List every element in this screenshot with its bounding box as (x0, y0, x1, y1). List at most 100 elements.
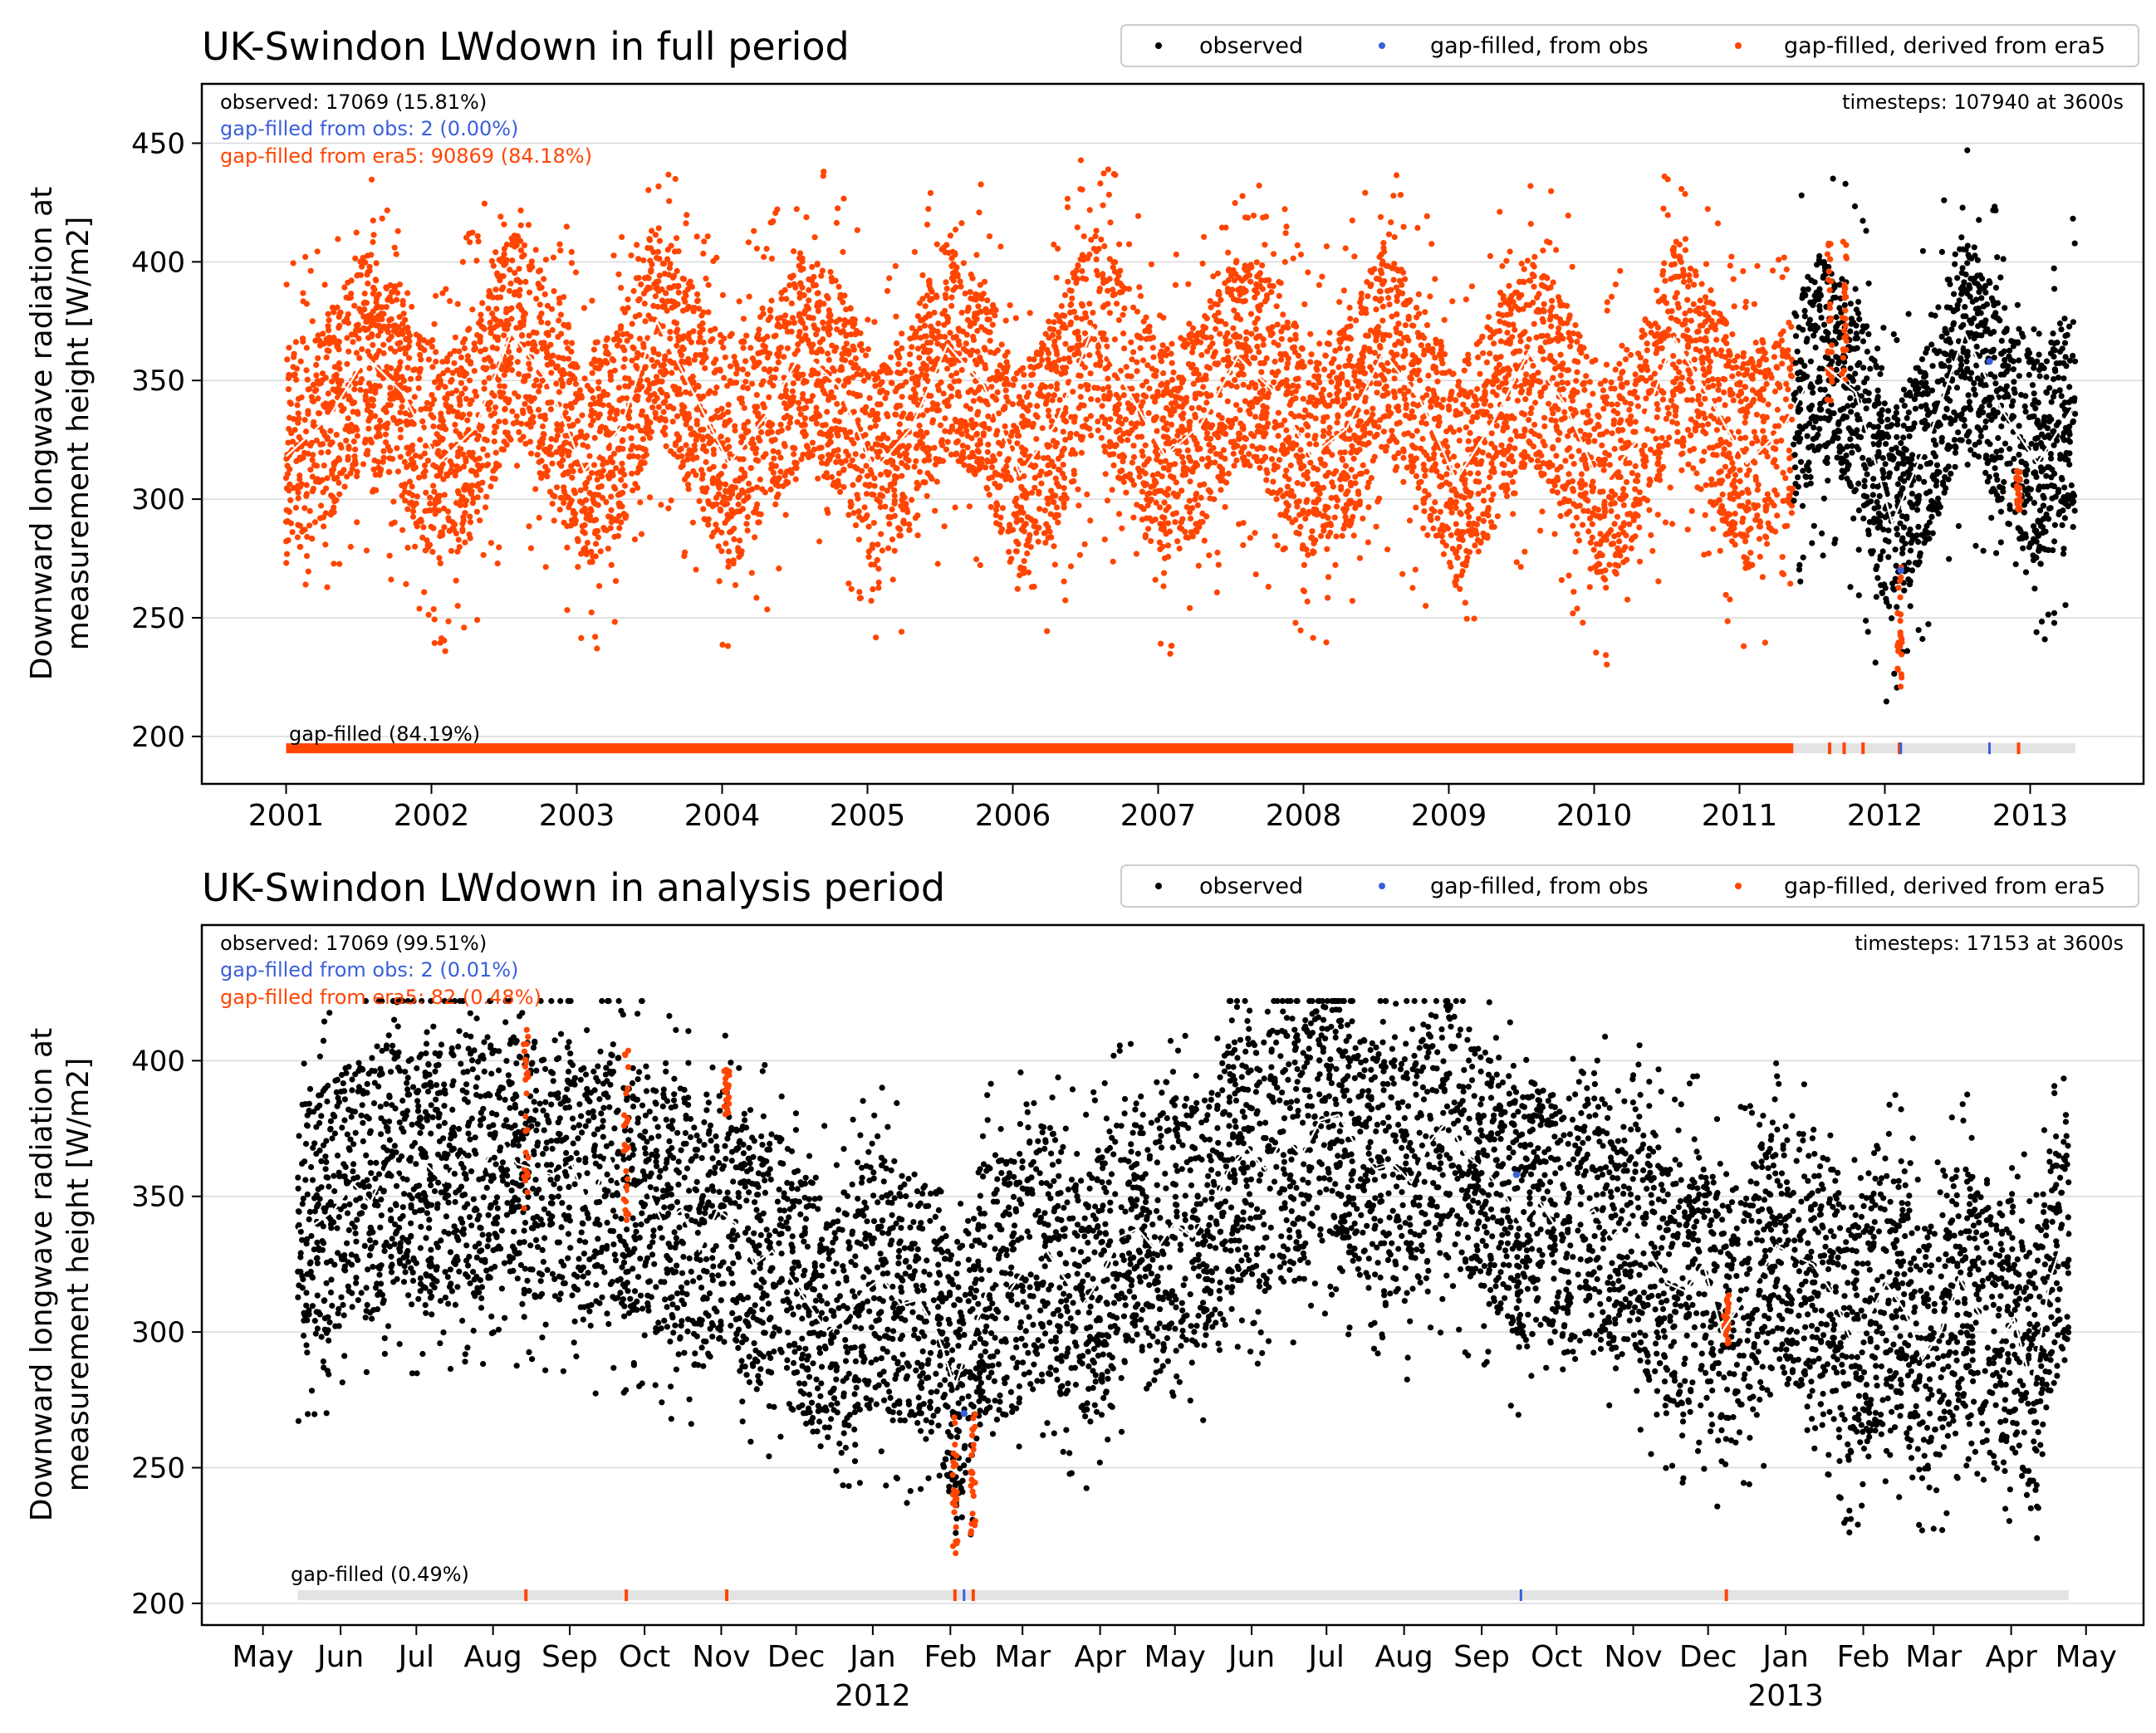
point-gapfilled-era5 (1088, 237, 1095, 243)
point-gapfilled-era5 (1373, 523, 1379, 530)
point-gapfilled-era5 (1488, 497, 1495, 503)
point-gapfilled-era5 (664, 247, 671, 253)
point-gapfilled-era5 (1257, 389, 1263, 396)
point-gapfilled-era5 (1257, 270, 1263, 277)
point-gapfilled-era5 (1717, 504, 1725, 512)
point-gapfilled-era5 (693, 432, 699, 438)
point-gapfilled-era5 (379, 215, 385, 222)
point-gapfilled-era5 (1373, 306, 1379, 313)
point-gapfilled-era5 (1283, 223, 1290, 230)
point-gapfilled-era5 (598, 483, 605, 490)
point-gapfilled-era5 (1611, 446, 1618, 453)
point-gapfilled-era5 (1591, 438, 1598, 444)
point-gapfilled-era5 (1298, 427, 1305, 433)
point-gapfilled-era5 (1007, 433, 1015, 439)
point-gapfilled-era5 (685, 280, 693, 287)
point-gapfilled-era5 (1212, 360, 1218, 367)
point-gapfilled-era5 (1592, 357, 1599, 364)
point-gapfilled-era5 (973, 431, 980, 438)
point-gapfilled-era5 (569, 340, 576, 346)
point-gapfilled-era5 (515, 303, 522, 310)
point-gapfilled-era5 (1077, 383, 1084, 390)
point-gapfilled-era5 (363, 451, 370, 458)
point-gapfilled-era5 (1307, 359, 1314, 365)
point-gapfilled-era5 (1461, 367, 1468, 374)
point-gapfilled-era5 (1051, 319, 1057, 326)
point-gapfilled-era5 (745, 239, 752, 246)
point-gapfilled-era5 (1283, 468, 1290, 474)
point-gapfilled-era5 (1401, 391, 1408, 398)
point-gapfilled-era5 (869, 541, 875, 548)
point-gapfilled-era5 (1196, 404, 1203, 411)
point-gapfilled-era5 (785, 479, 791, 486)
point-gapfilled-era5 (640, 257, 647, 264)
point-gapfilled-era5 (1683, 397, 1691, 404)
point-gapfilled-era5 (1121, 305, 1128, 311)
point-gapfilled-era5 (323, 485, 330, 492)
point-gapfilled-era5 (1367, 430, 1374, 437)
point-gapfilled-era5 (1776, 384, 1783, 391)
point-gapfilled-era5 (565, 452, 571, 459)
point-gapfilled-era5 (1159, 514, 1166, 521)
point-gapfilled-era5 (1002, 387, 1009, 394)
point-gapfilled-era5 (620, 364, 627, 370)
point-gapfilled-era5 (1418, 445, 1424, 452)
point-gapfilled-era5 (928, 340, 934, 346)
point-gapfilled-era5 (1312, 415, 1319, 422)
point-gapfilled-era5 (1074, 342, 1080, 349)
point-gapfilled-era5 (1713, 350, 1720, 357)
point-gapfilled-era5 (461, 624, 468, 631)
point-gapfilled-era5 (942, 415, 948, 422)
point-gapfilled-era5 (1510, 511, 1517, 517)
point-gapfilled-era5 (1670, 392, 1677, 399)
point-gapfilled-era5 (646, 236, 653, 242)
point-gapfilled-era5 (1457, 509, 1463, 516)
point-gapfilled-era5 (615, 271, 622, 277)
point-gapfilled-era5 (282, 518, 290, 526)
point-gapfilled-era5 (1474, 385, 1481, 393)
point-gapfilled-era5 (977, 281, 983, 288)
point-gapfilled-era5 (575, 418, 581, 424)
point-gapfilled-era5 (1233, 457, 1240, 464)
point-gapfilled-era5 (1258, 369, 1265, 375)
point-gapfilled-era5 (663, 290, 669, 296)
point-gapfilled-era5 (711, 529, 718, 536)
point-gapfilled-era5 (303, 482, 310, 488)
point-gapfilled-era5 (1672, 294, 1678, 301)
point-gapfilled-era5 (1688, 379, 1694, 385)
point-gapfilled-era5 (1776, 257, 1782, 263)
point-gapfilled-era5 (1262, 242, 1268, 248)
point-gapfilled-era5 (404, 365, 411, 371)
point-gapfilled-era5 (586, 559, 594, 565)
point-gapfilled-era5 (1735, 428, 1742, 435)
point-gapfilled-era5 (1035, 391, 1041, 398)
point-gapfilled-era5 (836, 316, 843, 323)
point-gapfilled-era5 (283, 560, 290, 566)
point-gapfilled-era5 (517, 207, 524, 213)
point-gapfilled-era5 (516, 266, 522, 272)
point-gapfilled-era5 (1662, 277, 1668, 284)
point-gapfilled-era5 (1039, 424, 1046, 432)
point-gapfilled-era5 (1350, 455, 1357, 463)
point-gapfilled-era5 (1220, 429, 1227, 436)
point-gapfilled-era5 (1523, 371, 1530, 378)
point-gapfilled-era5 (703, 458, 709, 466)
point-gapfilled-era5 (429, 364, 436, 370)
point-gapfilled-era5 (1054, 351, 1061, 358)
point-gapfilled-era5 (1764, 541, 1771, 547)
point-gapfilled-era5 (320, 330, 326, 337)
point-gapfilled-era5 (818, 272, 825, 279)
point-gapfilled-era5 (351, 453, 358, 460)
point-gapfilled-era5 (1725, 472, 1732, 479)
point-gapfilled-era5 (1293, 529, 1300, 536)
point-gapfilled-era5 (665, 171, 672, 178)
point-gapfilled-era5 (755, 434, 762, 442)
point-gapfilled-era5 (1125, 437, 1131, 443)
point-gapfilled-era5 (354, 473, 360, 480)
point-gapfilled-era5 (1735, 370, 1742, 377)
point-gapfilled-era5 (610, 252, 617, 259)
point-gapfilled-era5 (1531, 283, 1537, 290)
point-gapfilled-era5 (283, 281, 290, 288)
point-gapfilled-era5 (808, 344, 815, 350)
point-gapfilled-era5 (1432, 499, 1438, 506)
